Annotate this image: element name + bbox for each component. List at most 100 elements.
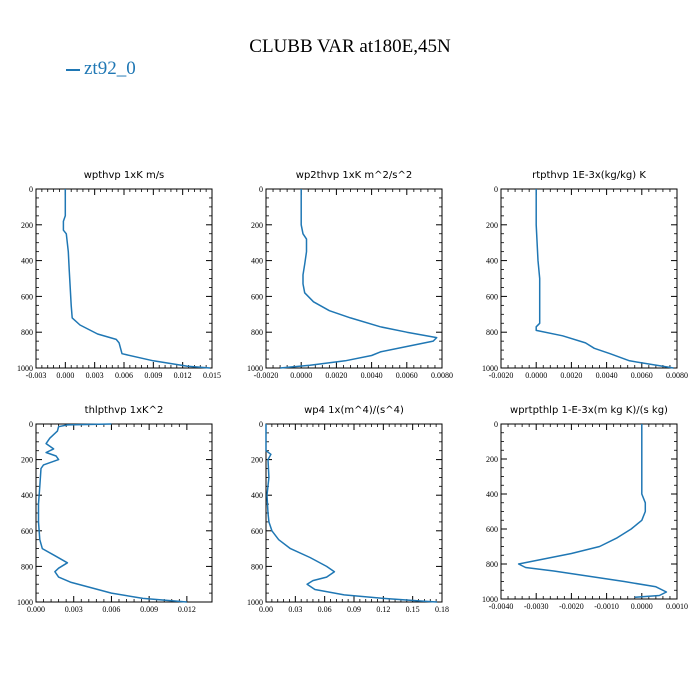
subplot-5: wp4 1x(m^4)/(s^4) 0.00 0.03 0.06 0.09 0.12 0.1… (247, 405, 449, 614)
subplot-1: wpthvp 1xK m/s -0.003 0.000 0.003 0.006 0.009… (17, 170, 221, 380)
y-tick-label: 400 (486, 490, 498, 499)
plot-frame (500, 423, 678, 600)
x-tick-label: 0.03 (288, 605, 302, 614)
y-tick-label: 800 (21, 328, 33, 337)
y-tick-label: 200 (486, 455, 498, 464)
subplot-4: thlpthvp 1xK^2 0.000 0.003 0.006 0.009 0.012 0… (17, 405, 213, 614)
y-tick-label: 200 (21, 456, 33, 465)
x-tick-label: 0.18 (435, 605, 449, 614)
series-line (62, 189, 211, 369)
subplot-3: rtpthvp 1E-3x(kg/kg) K -0.0020 0.0000 0.002… (482, 170, 688, 380)
series-line (280, 189, 438, 369)
y-tick-label: 0 (494, 185, 498, 194)
x-tick-label: -0.0020 (489, 371, 514, 380)
x-tick-label: 0.012 (178, 605, 196, 614)
y-tick-label: 800 (251, 562, 263, 571)
x-tick-label: 0.000 (27, 605, 45, 614)
x-tick-label: 0.000 (56, 371, 74, 380)
y-tick-label: 200 (21, 221, 33, 230)
plot-frame (265, 188, 443, 369)
x-tick-label: 0.009 (144, 371, 162, 380)
subplot-title: thlpthvp 1xK^2 (85, 405, 164, 416)
x-tick-label: 0.15 (406, 605, 420, 614)
y-tick-label: 200 (486, 221, 498, 230)
series-line (265, 424, 438, 603)
x-tick-label: -0.0010 (594, 602, 619, 611)
legend-label: zt92_0 (84, 58, 136, 79)
y-tick-label: 200 (251, 456, 263, 465)
y-tick-label: 1000 (482, 364, 498, 373)
x-tick-label: 0.015 (203, 371, 221, 380)
subplot-title: wprtpthlp 1-E-3x(m kg K)/(s kg) (510, 405, 668, 416)
y-tick-label: 600 (251, 292, 263, 301)
subplot-title: wp2thvp 1xK m^2/s^2 (296, 170, 412, 181)
x-tick-label: 0.009 (140, 605, 158, 614)
y-tick-label: 600 (486, 525, 498, 534)
y-tick-label: 200 (251, 221, 263, 230)
series-line (535, 189, 674, 369)
series-line (517, 424, 668, 599)
subplot-6: wprtpthlp 1-E-3x(m kg K)/(s kg) -0.0040 -0… (482, 405, 688, 611)
y-tick-label: 400 (21, 491, 33, 500)
y-tick-label: 400 (251, 257, 263, 266)
y-tick-label: 400 (251, 491, 263, 500)
x-tick-label: -0.0020 (559, 602, 584, 611)
x-tick-label: 0.0000 (525, 371, 547, 380)
y-tick-label: 400 (21, 257, 33, 266)
y-tick-label: 800 (251, 328, 263, 337)
page-title: CLUBB VAR at180E,45N (249, 36, 451, 57)
y-tick-label: 0 (494, 420, 498, 429)
y-tick-label: 1000 (17, 364, 33, 373)
x-tick-label: 0.003 (86, 371, 104, 380)
y-tick-label: 1000 (247, 598, 263, 607)
x-tick-label: 0.0060 (396, 371, 418, 380)
y-tick-label: 0 (29, 420, 33, 429)
plot-frame (35, 423, 213, 603)
y-tick-label: 1000 (17, 598, 33, 607)
x-tick-label: -0.0030 (524, 602, 549, 611)
y-tick-label: 600 (21, 292, 33, 301)
legend-line-icon (66, 68, 80, 71)
x-tick-label: 0.0060 (631, 371, 653, 380)
x-tick-label: 0.0080 (666, 371, 688, 380)
y-tick-label: 600 (486, 292, 498, 301)
series-line (37, 423, 187, 603)
x-tick-label: 0.012 (174, 371, 192, 380)
subplot-title: rtpthvp 1E-3x(kg/kg) K (532, 170, 646, 181)
x-tick-label: 0.06 (318, 605, 332, 614)
y-tick-label: 800 (486, 328, 498, 337)
x-tick-label: 0.0010 (666, 602, 688, 611)
legend: zt92_0 (66, 58, 136, 80)
x-tick-label: -0.0020 (254, 371, 279, 380)
y-tick-label: 800 (21, 562, 33, 571)
subplot-2: wp2thvp 1xK m^2/s^2 -0.0020 0.0000 0.0020 0.… (247, 170, 453, 380)
x-tick-label: 0.0020 (560, 371, 582, 380)
x-tick-label: 0.006 (102, 605, 120, 614)
x-tick-label: 0.006 (115, 371, 133, 380)
y-tick-label: 1000 (482, 595, 498, 604)
x-tick-label: 0.09 (347, 605, 361, 614)
y-tick-label: 1000 (247, 364, 263, 373)
subplot-title: wpthvp 1xK m/s (84, 170, 165, 181)
x-tick-label: 0.0000 (631, 602, 653, 611)
y-tick-label: 0 (259, 420, 263, 429)
x-tick-label: 0.00 (259, 605, 273, 614)
x-tick-label: 0.0040 (596, 371, 618, 380)
x-tick-label: 0.0020 (325, 371, 347, 380)
x-tick-label: -0.003 (26, 371, 47, 380)
x-tick-label: 0.0040 (361, 371, 383, 380)
y-tick-label: 0 (29, 185, 33, 194)
y-tick-label: 400 (486, 257, 498, 266)
subplot-title: wp4 1x(m^4)/(s^4) (304, 405, 404, 416)
x-tick-label: 0.12 (376, 605, 390, 614)
plot-frame (35, 188, 213, 369)
y-tick-label: 0 (259, 185, 263, 194)
x-tick-label: 0.0080 (431, 371, 453, 380)
y-tick-label: 600 (251, 527, 263, 536)
y-tick-label: 600 (21, 527, 33, 536)
x-tick-label: -0.0040 (489, 602, 514, 611)
plot-frame (265, 423, 443, 603)
x-tick-label: 0.0000 (290, 371, 312, 380)
y-tick-label: 800 (486, 560, 498, 569)
